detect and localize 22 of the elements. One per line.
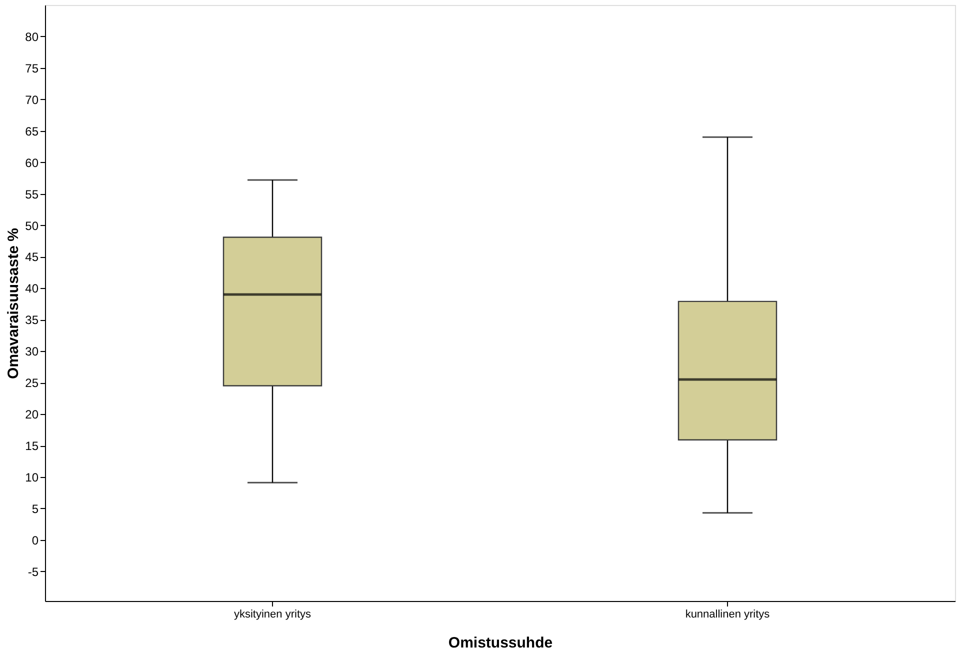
y-tick-label: 35 (25, 313, 39, 328)
y-tick-label: 40 (25, 282, 39, 296)
x-tick-label: yksityinen yritys (234, 608, 312, 620)
y-tick-label: 15 (25, 439, 39, 454)
y-tick-label: 60 (25, 156, 39, 170)
y-tick-label: 10 (25, 470, 39, 485)
y-tick-label: 75 (25, 61, 39, 76)
y-tick-label: 80 (25, 30, 39, 44)
y-tick-label: 50 (25, 218, 39, 233)
y-tick-label: -5 (28, 564, 39, 579)
x-axis-title: Omistussuhde (448, 634, 553, 652)
y-tick-label: 5 (32, 502, 39, 516)
y-tick-label: 20 (25, 408, 39, 422)
y-tick-label: 25 (25, 376, 39, 390)
y-tick-label: 70 (25, 92, 39, 107)
y-tick-label: 55 (25, 187, 39, 202)
y-tick-label: 65 (25, 124, 39, 138)
y-axis-title: Omavaraisuusaste % (5, 228, 22, 379)
x-tick-label: kunnallinen yritys (685, 608, 770, 620)
y-tick-label: 45 (25, 250, 39, 264)
y-tick-label: 30 (25, 344, 39, 359)
y-tick-label: 0 (32, 533, 39, 548)
